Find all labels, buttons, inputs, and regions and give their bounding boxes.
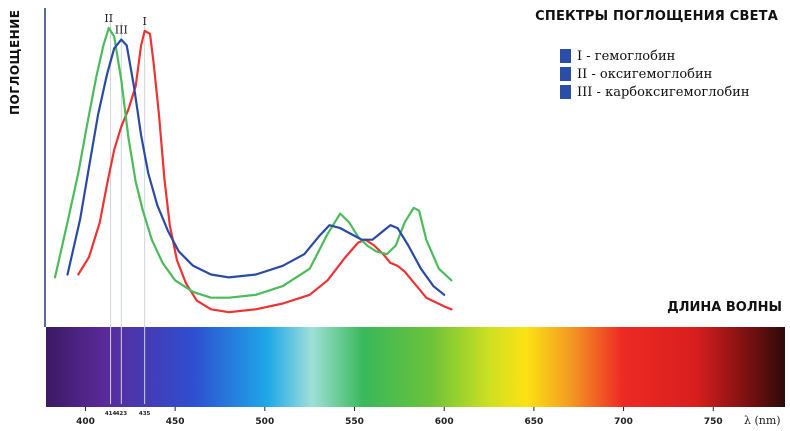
curve-label: II: [104, 12, 113, 25]
x-tick-label: 650: [524, 417, 543, 427]
series-line-3: [66, 38, 446, 296]
peak-tick-label: 414: [105, 411, 117, 417]
x-tick-label: 750: [704, 417, 723, 427]
peak-tick-label: 423: [116, 411, 128, 417]
legend-label: II - оксигемоглобин: [577, 66, 713, 82]
legend-label: I - гемоглобин: [577, 48, 676, 64]
peak-tick-label: 435: [139, 411, 151, 417]
legend-item-oxyhemoglobin: II - оксигемоглобин: [560, 65, 749, 83]
x-tick-label: 600: [435, 417, 454, 427]
x-tick-label: 700: [614, 417, 633, 427]
x-tick-label: 450: [166, 417, 185, 427]
y-axis-label: ПОГЛОЩЕНИЕ: [8, 10, 22, 116]
legend: I - гемоглобин II - оксигемоглобин III -…: [560, 47, 749, 101]
legend-swatch: [560, 49, 571, 63]
series-line-2: [53, 26, 453, 299]
series-line-1: [77, 29, 453, 314]
x-tick-label: 400: [76, 417, 95, 427]
x-tick-label: 500: [255, 417, 274, 427]
x-unit-label: λ (nm): [744, 414, 781, 427]
legend-item-hemoglobin: I - гемоглобин: [560, 47, 749, 65]
legend-item-carboxyhemoglobin: III - карбоксигемоглобин: [560, 83, 749, 101]
spectrum-bar: [46, 327, 785, 407]
chart-title: СПЕКТРЫ ПОГЛОЩЕНИЯ СВЕТА: [535, 9, 778, 24]
curve-label: I: [142, 15, 146, 28]
legend-swatch: [560, 67, 571, 81]
x-tick-label: 550: [345, 417, 364, 427]
legend-swatch: [560, 85, 571, 99]
x-axis-label: ДЛИНА ВОЛНЫ: [667, 300, 782, 315]
curve-label: III: [115, 24, 128, 37]
legend-label: III - карбоксигемоглобин: [577, 84, 750, 100]
